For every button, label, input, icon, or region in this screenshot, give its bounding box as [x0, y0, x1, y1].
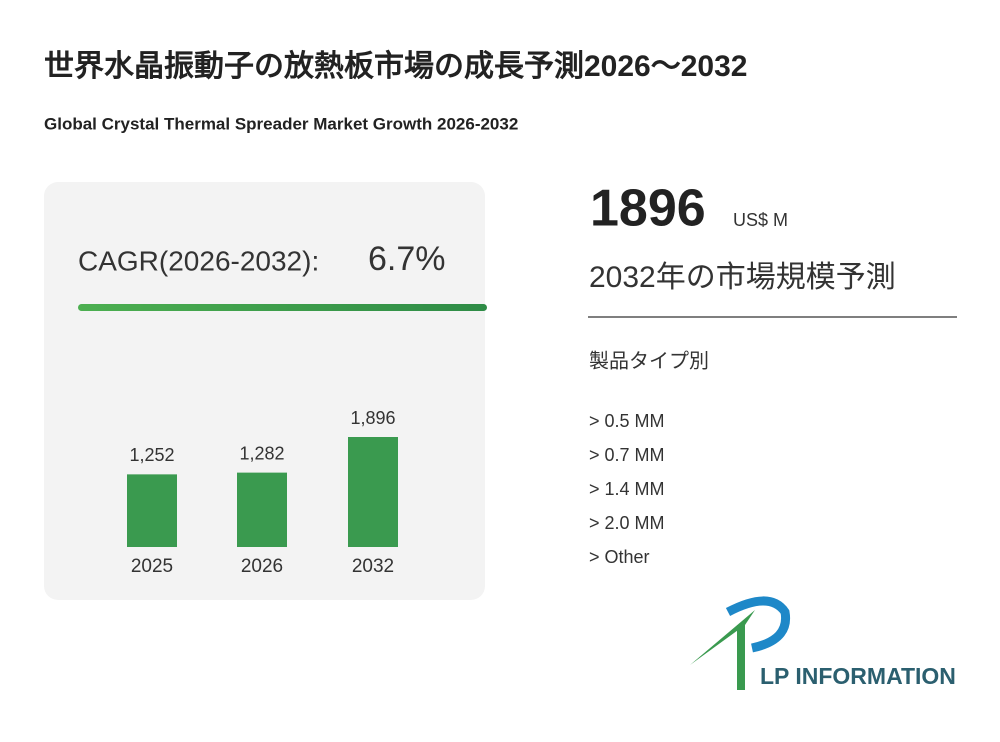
x-tick-label: 2026	[241, 556, 283, 577]
bar	[237, 472, 287, 547]
segment-item: > 0.5 MM	[589, 411, 665, 431]
bar	[127, 474, 177, 547]
x-tick-label: 2025	[131, 556, 173, 577]
segment-title: 製品タイプ別	[589, 349, 709, 372]
cagr-label: CAGR(2026-2032):	[78, 245, 319, 276]
segment-item: > 1.4 MM	[589, 479, 665, 499]
segment-item: > 2.0 MM	[589, 513, 665, 533]
value-label: 1,896	[350, 408, 395, 428]
logo: LP INFORMATION	[690, 596, 956, 690]
market-label: 2032年の市場規模予測	[589, 261, 896, 294]
logo-swoosh	[725, 596, 791, 653]
segment-item: > 0.7 MM	[589, 445, 665, 465]
value-label: 1,252	[129, 445, 174, 465]
bar-chart: 1,252 2025 1,282 2026 1,896 2032	[127, 408, 398, 577]
market-value: 1896	[590, 180, 706, 238]
logo-stem	[737, 625, 745, 690]
cagr-bar	[78, 304, 487, 311]
segment-list: > 0.5 MM > 0.7 MM > 1.4 MM > 2.0 MM > Other	[589, 411, 665, 567]
segment-item: > Other	[589, 547, 650, 567]
cagr-value: 6.7%	[368, 240, 446, 278]
title: 世界水晶振動子の放熱板市場の成長予測2026～2032	[44, 49, 747, 83]
market-unit: US$ M	[733, 210, 788, 230]
value-label: 1,282	[239, 443, 284, 463]
subtitle: Global Crystal Thermal Spreader Market G…	[44, 114, 518, 133]
logo-text: LP INFORMATION	[760, 663, 956, 689]
bar	[348, 437, 398, 547]
logo-mark	[690, 610, 755, 665]
x-tick-label: 2032	[352, 556, 394, 577]
